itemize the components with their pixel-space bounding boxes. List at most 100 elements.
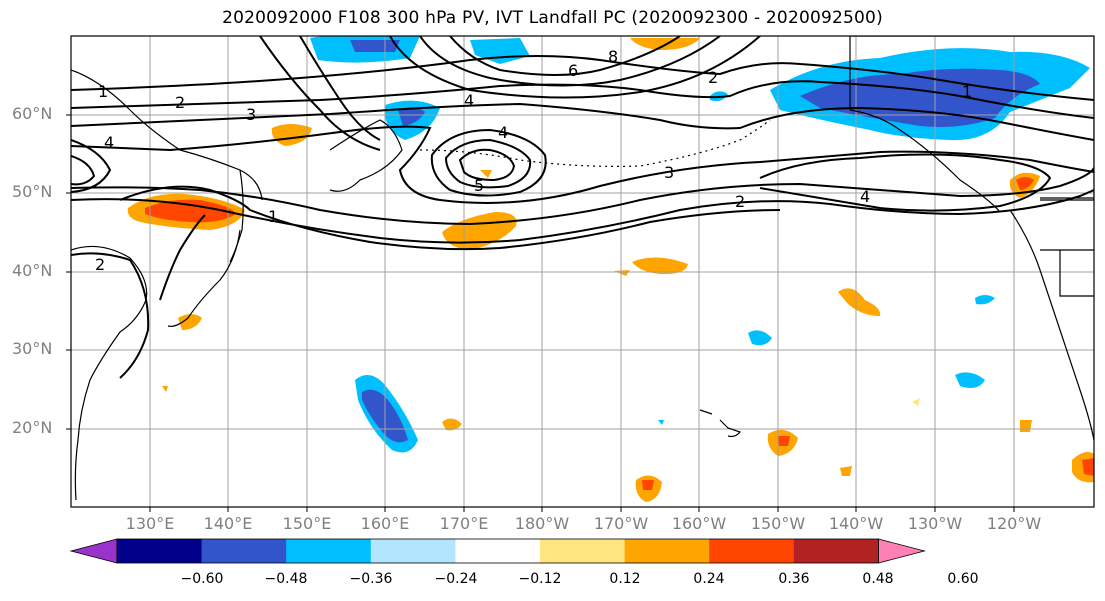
colorbar-tick-label: 0.12: [609, 571, 641, 587]
positive-anomaly-center-small: [480, 170, 492, 178]
lon-label-180w: 180°W: [514, 514, 570, 533]
positive-anomaly-small-2: [912, 398, 920, 406]
contour-pv-okhotsk-trough: [299, 36, 381, 141]
contour-label-2-east: 2: [708, 68, 718, 87]
negative-anomaly-california: [975, 295, 995, 305]
lon-label-150w: 150°W: [750, 514, 806, 533]
lon-label-160w: 160°W: [671, 514, 727, 533]
coast-korea-china: [71, 245, 148, 501]
contour-pv-east-loop: [759, 153, 1052, 212]
lat-label-60n: 60°N: [12, 104, 53, 123]
lon-label-160e: 160°E: [360, 514, 410, 533]
positive-anomaly-north-2: [271, 124, 312, 146]
colorbar-segment: [455, 539, 541, 563]
contour-label-1-west: 1: [98, 82, 108, 101]
contour-label-5-center: 5: [474, 176, 484, 195]
positive-anomaly-east-1: [838, 288, 881, 316]
pv-contours: [71, 36, 1094, 379]
coast-western-na: [1009, 209, 1094, 441]
colorbar-tick-label: −0.48: [264, 571, 308, 587]
positive-anomaly-bc-core: [1016, 177, 1034, 190]
contour-pv-4-outer: [71, 125, 1094, 204]
contour-pv-ring-3: [458, 148, 516, 182]
negative-anomaly-okhotsk-core: [398, 107, 425, 126]
coast-aleutian-chain: [419, 119, 771, 167]
positive-anomaly-subtropic-2: [614, 270, 630, 276]
contour-pv-south-3: [119, 185, 781, 251]
contour-label-8-north: 8: [608, 47, 618, 66]
axis-ticks: [66, 114, 1015, 512]
colorbar-tick-label: −0.24: [434, 571, 478, 587]
lat-label-40n: 40°N: [12, 261, 53, 280]
chart-title: 2020092000 F108 300 hPa PV, IVT Landfall…: [222, 8, 883, 28]
contour-pv-siberia-loop-2: [71, 155, 96, 186]
negative-anomaly-northeast: [955, 372, 985, 388]
contour-label-layer: 1 2 3 4 4 4 5 8 6 2 3 2 4 1 1 2: [95, 47, 972, 274]
border-states: [1040, 249, 1094, 297]
graticule: [71, 36, 1094, 507]
contour-label-4-ring: 4: [498, 123, 508, 142]
lon-label-130e: 130°E: [125, 514, 175, 533]
contour-pv-1-north: [71, 55, 1094, 101]
contour-label-1-japan: 1: [268, 207, 278, 226]
colorbar-tick-label: 0.60: [947, 571, 979, 587]
contour-pv-south-2: [71, 189, 1094, 244]
colorbar-extend-high: [878, 538, 926, 564]
colorbar-tick-label: 0.24: [693, 571, 725, 587]
contour-label-4-siberia: 4: [104, 133, 114, 152]
contour-pv-ring-2: [444, 138, 532, 189]
contour-label-2-west: 2: [175, 93, 185, 112]
coast-kamchatka: [329, 119, 403, 192]
contour-label-3-west: 3: [246, 105, 256, 124]
colorbar-tick-label: −0.60: [180, 571, 224, 587]
lon-label-150e: 150°E: [282, 514, 332, 533]
colorbar-segment: [286, 539, 372, 563]
contour-pv-japan-trough: [71, 252, 150, 379]
contour-pv-ring-1: [430, 128, 547, 197]
hawaii-islands: [699, 409, 742, 438]
colorbar-tick-label: −0.12: [518, 571, 562, 587]
positive-anomaly-southeast-core: [1082, 458, 1094, 476]
contour-pv-okhotsk-trough-2: [259, 36, 381, 151]
lat-label-50n: 50°N: [12, 182, 53, 201]
colorbar-segment: [117, 539, 203, 563]
contour-pv-north-tight-2: [419, 36, 721, 87]
colorbar-segment: [201, 539, 287, 563]
contour-pv-siberia-loop: [71, 139, 112, 193]
negative-anomaly-hawaii-west: [658, 420, 664, 425]
contour-label-2-japan: 2: [95, 255, 105, 274]
positive-anomaly-japan-south: [178, 314, 202, 330]
positive-anomaly-small-1: [162, 386, 168, 392]
lat-label-30n: 30°N: [12, 339, 53, 358]
contour-pv-3-north: [71, 102, 1094, 141]
lon-label-130w: 130°W: [907, 514, 963, 533]
positive-anomaly-south-3: [1020, 420, 1032, 432]
lon-label-170w: 170°W: [593, 514, 649, 533]
coast-sakhalin: [229, 169, 244, 263]
contour-pv-north-tight-3: [389, 36, 761, 99]
map-plot-area: 1 2 3 4 4 4 5 8 6 2 3 2 4 1 1 2: [71, 36, 1094, 507]
contour-pv-south-1: [71, 167, 1094, 226]
colorbar-tick-label: −0.36: [349, 571, 393, 587]
lat-label-20n: 20°N: [12, 418, 53, 437]
coast-japan: [167, 229, 241, 327]
contour-label-1-alaska: 1: [962, 82, 972, 101]
colorbar-segment: [540, 539, 626, 563]
positive-anomaly-subtropic-3: [442, 418, 462, 431]
contour-label-4-east: 4: [860, 187, 870, 206]
negative-anomaly-central: [748, 330, 772, 346]
lon-label-170e: 170°E: [439, 514, 489, 533]
contour-pv-2-north: [71, 80, 1094, 119]
contour-label-2-southeast: 2: [735, 192, 745, 211]
colorbar-frame: [116, 538, 879, 564]
contour-pv-north-tight-1: [449, 36, 681, 76]
contour-label-6-north: 6: [568, 61, 578, 80]
lon-label-120w: 120°W: [986, 514, 1042, 533]
shading-layer: [127, 36, 1094, 502]
lon-label-140e: 140°E: [203, 514, 253, 533]
colorbar-extend-low: [69, 538, 118, 564]
contour-label-4-center: 4: [464, 91, 474, 110]
contour-pv-japan-trough-2: [159, 214, 206, 301]
colorbar-tick-label: 0.36: [778, 571, 810, 587]
